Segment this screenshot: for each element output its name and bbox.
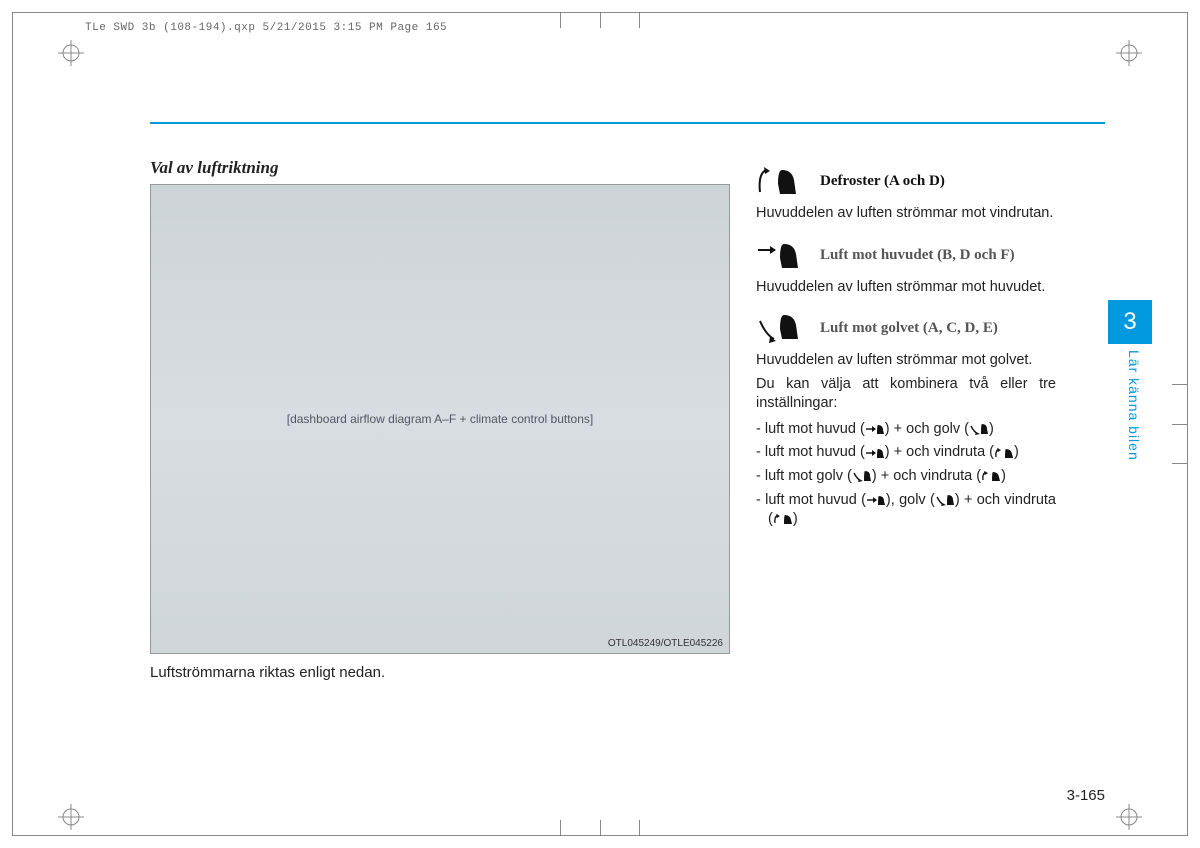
left-column: Val av luftriktning [dashboard airflow d… (150, 158, 730, 798)
defrost-inline-icon (773, 513, 793, 525)
combo-item: - luft mot golv () + och vindruta () (756, 467, 1056, 487)
section-heading: Val av luftriktning (150, 158, 730, 178)
floor-inline-icon (852, 470, 872, 482)
floor-inline-icon (935, 494, 955, 506)
crop-mark-icon (1116, 40, 1142, 66)
defrost-inline-icon (994, 447, 1014, 459)
crop-mark-icon (1116, 804, 1142, 830)
crop-ruler-right (1172, 384, 1188, 464)
combo-item: - luft mot huvud () + och vindruta () (756, 443, 1056, 463)
crop-mark-icon (58, 40, 84, 66)
right-column: Defroster (A och D) Huvuddelen av luften… (756, 158, 1056, 798)
defrost-inline-icon (981, 470, 1001, 482)
mode-title: Luft mot huvudet (B, D och F) (820, 246, 1015, 264)
crop-ruler-top (560, 12, 640, 28)
chapter-label: Lär känna bilen (1126, 350, 1142, 461)
mode-face: Luft mot huvudet (B, D och F) (756, 238, 1056, 272)
floor-inline-icon (969, 423, 989, 435)
mode-floor: Luft mot golvet (A, C, D, E) (756, 311, 1056, 345)
mode-defroster: Defroster (A och D) (756, 164, 1056, 198)
diagram-reference: OTL045249/OTLE045226 (608, 638, 723, 649)
mode-title: Luft mot golvet (A, C, D, E) (820, 319, 998, 337)
combo-item: - luft mot huvud (), golv () + och vindr… (756, 491, 1056, 530)
chapter-number: 3 (1123, 308, 1136, 336)
combo-intro: Du kan välja att kombinera två eller tre… (756, 375, 1056, 414)
crop-mark-icon (58, 804, 84, 830)
floor-seat-icon (756, 311, 804, 345)
mode-title: Defroster (A och D) (820, 172, 945, 190)
mode-body: Huvuddelen av luften strömmar mot vindru… (756, 204, 1056, 224)
mode-body: Huvuddelen av luften strömmar mot huvude… (756, 278, 1056, 298)
face-inline-icon (865, 447, 885, 459)
combo-item: - luft mot huvud () + och golv () (756, 420, 1056, 440)
face-seat-icon (756, 238, 804, 272)
combo-list: - luft mot huvud () + och golv () - luft… (756, 420, 1056, 530)
page-number: 3-165 (1067, 787, 1105, 804)
defrost-seat-icon (756, 164, 804, 198)
face-inline-icon (866, 494, 886, 506)
mode-body: Huvuddelen av luften strömmar mot golvet… (756, 351, 1056, 371)
diagram-caption: Luftströmmarna riktas enligt nedan. (150, 664, 730, 681)
chapter-tab: 3 (1108, 300, 1152, 344)
content-area: Val av luftriktning [dashboard airflow d… (150, 158, 1105, 798)
diagram-alt-text: [dashboard airflow diagram A–F + climate… (287, 412, 594, 426)
section-rule (150, 122, 1105, 124)
crop-ruler-bottom (560, 820, 640, 836)
airflow-diagram: [dashboard airflow diagram A–F + climate… (150, 184, 730, 654)
face-inline-icon (865, 423, 885, 435)
source-header: TLe SWD 3b (108-194).qxp 5/21/2015 3:15 … (85, 22, 447, 34)
